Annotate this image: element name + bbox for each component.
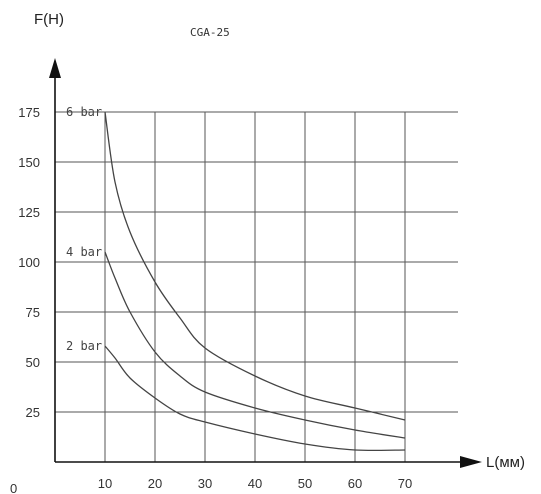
tick-labels: 10 20 30 40 50 60 70 25 50 75 100 125 150 175 xyxy=(18,105,412,491)
x-tick-label: 50 xyxy=(298,476,312,491)
x-tick-label: 30 xyxy=(198,476,212,491)
chart-title: CGA-25 xyxy=(190,26,230,39)
y-tick-label: 125 xyxy=(18,205,40,220)
y-tick-label: 150 xyxy=(18,155,40,170)
x-tick-label: 20 xyxy=(148,476,162,491)
y-tick-label: 50 xyxy=(26,355,40,370)
series-label: 6 bar xyxy=(66,105,102,119)
grid xyxy=(55,111,458,462)
series-curve-1 xyxy=(104,251,406,439)
series-curve-2 xyxy=(104,345,406,452)
y-axis-arrow-icon xyxy=(49,58,61,78)
origin-label: 0 xyxy=(10,481,17,494)
series-labels: 6 bar 4 bar 2 bar xyxy=(66,105,102,353)
x-tick-label: 60 xyxy=(348,476,362,491)
axes xyxy=(49,58,482,468)
x-axis-arrow-icon xyxy=(460,456,482,468)
x-tick-label: 70 xyxy=(398,476,412,491)
series-label: 4 bar xyxy=(66,245,102,259)
curves xyxy=(104,111,406,452)
series-curve-0 xyxy=(104,111,406,421)
y-axis-label: F(H) xyxy=(34,11,64,28)
x-tick-label: 40 xyxy=(248,476,262,491)
y-tick-label: 175 xyxy=(18,105,40,120)
y-tick-label: 25 xyxy=(26,405,40,420)
y-tick-label: 75 xyxy=(26,305,40,320)
x-tick-label: 10 xyxy=(98,476,112,491)
series-label: 2 bar xyxy=(66,339,102,353)
x-axis-label: L(мм) xyxy=(486,454,525,471)
y-tick-label: 100 xyxy=(18,255,40,270)
